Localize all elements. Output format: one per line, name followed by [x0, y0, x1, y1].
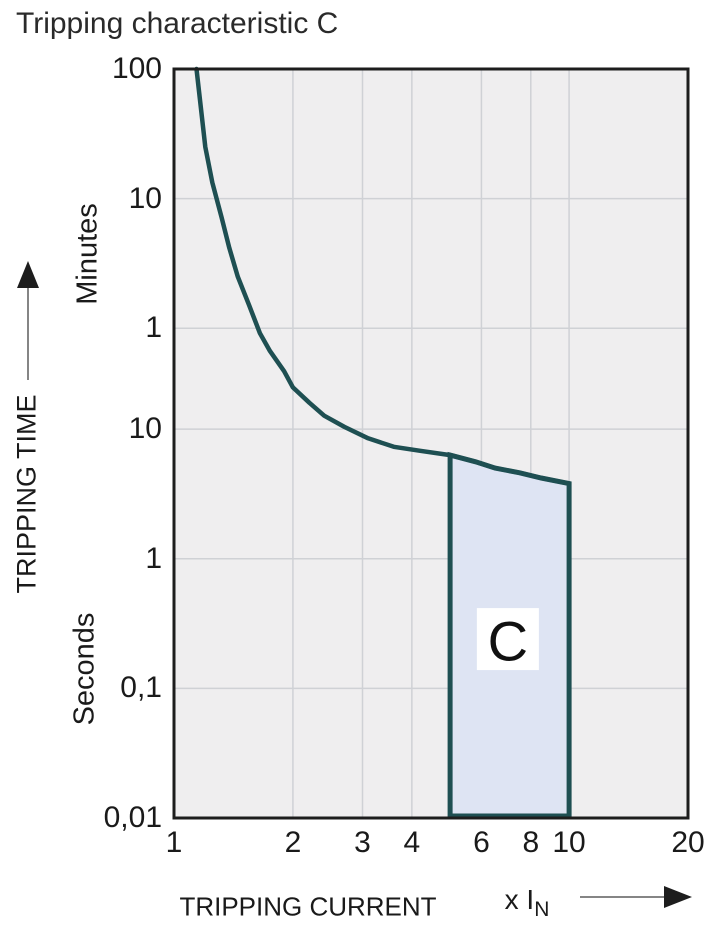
plot-area	[174, 69, 688, 818]
y-tick-label: 0,01	[103, 801, 162, 834]
x-tick-label: 6	[473, 826, 490, 859]
plot-border	[172, 67, 690, 820]
x-tick-label: 3	[354, 826, 371, 859]
x-axis-arrow-head	[664, 886, 692, 908]
x-tick-label: 1	[165, 826, 183, 859]
y-axis-arrow-head	[17, 261, 39, 288]
x-axis-title: TRIPPING CURRENT	[179, 891, 437, 922]
x-tick-label: 10	[552, 826, 586, 859]
x-tick-label: 8	[522, 826, 540, 859]
y-tick-label: 10	[128, 181, 162, 215]
y-axis-unit-minutes: Minutes	[71, 203, 104, 305]
y-axis-unit-seconds: Seconds	[68, 612, 101, 726]
x-axis-unit-prefix: x I	[504, 884, 535, 915]
x-tick-label: 2	[284, 826, 302, 859]
y-tick-label: 100	[111, 52, 162, 85]
c-region-label: C	[488, 610, 528, 673]
x-tick-label: 4	[403, 826, 421, 859]
y-tick-label: 1	[145, 311, 162, 345]
x-axis-unit: x IN	[505, 884, 550, 922]
page-title: Tripping characteristic C	[16, 7, 339, 40]
y-axis-title: TRIPPING TIME	[11, 394, 42, 594]
c-label-box	[476, 608, 539, 671]
x-tick-label: 20	[671, 826, 705, 859]
y-tick-label: 1	[145, 541, 162, 575]
y-tick-label: 10	[128, 412, 162, 446]
x-axis-unit-subscript: N	[534, 898, 550, 921]
y-tick-label: 0,1	[120, 671, 162, 705]
trip-curve	[194, 66, 572, 486]
